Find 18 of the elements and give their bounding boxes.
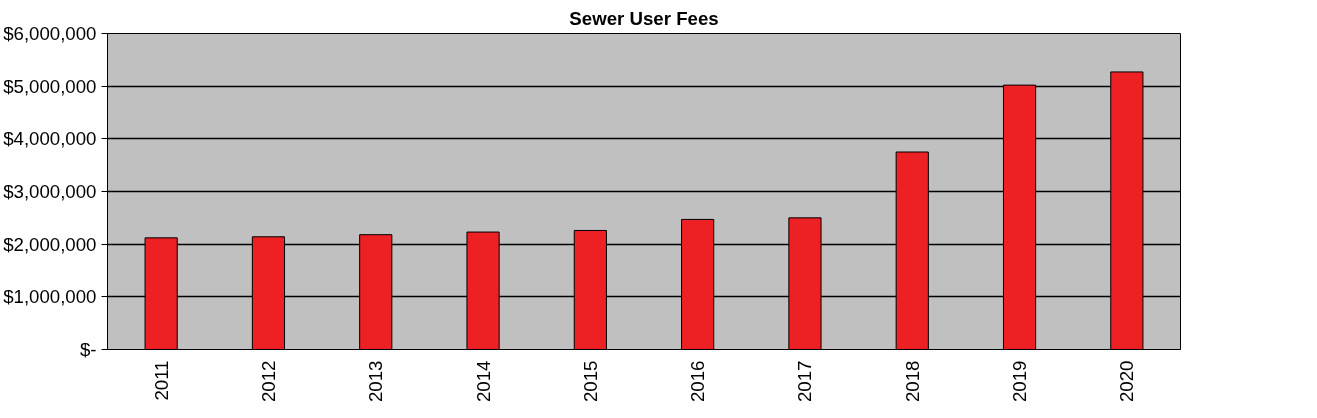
y-tick-label: $5,000,000 [3,75,97,97]
y-tick-label: $1,000,000 [3,286,97,308]
x-tick-label: 2014 [472,360,494,402]
y-tick-label: $6,000,000 [3,23,97,44]
chart-title: Sewer User Fees [569,7,719,29]
x-tick-label: 2012 [257,360,279,402]
x-tick-label: 2017 [794,360,816,402]
x-tick-label: 2018 [901,360,923,402]
x-tick-label: 2015 [579,360,601,402]
y-tick-label: $2,000,000 [3,233,97,255]
x-tick-label: 2016 [687,360,709,402]
x-tick-label: 2019 [1009,360,1031,402]
x-tick-label: 2020 [1116,360,1138,402]
y-tick-label: $4,000,000 [3,128,97,150]
x-tick-label: 2011 [150,360,172,401]
x-tick-label: 2013 [365,360,387,402]
y-tick-label: $3,000,000 [3,181,97,202]
y-tick-label: $- [79,339,97,360]
